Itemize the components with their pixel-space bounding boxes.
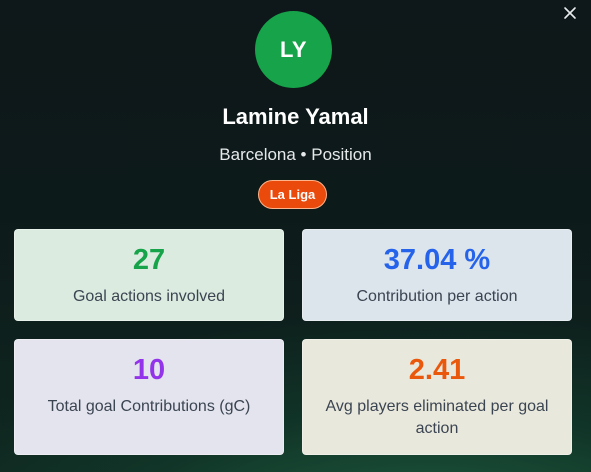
player-subtitle: Barcelona • Position xyxy=(219,145,372,164)
stat-value: 27 xyxy=(132,244,166,276)
player-name: Lamine Yamal xyxy=(222,104,369,129)
stat-card-goal-actions: 27 Goal actions involved xyxy=(14,229,284,321)
stat-card-total-goal-contributions: 10 Total goal Contributions (gC) xyxy=(14,339,284,455)
league-badge-label: La Liga xyxy=(269,187,316,202)
stat-label: Contribution per action xyxy=(356,288,518,305)
close-icon xyxy=(564,7,576,19)
stat-card-contribution-per-action: 37.04 % Contribution per action xyxy=(302,229,572,321)
stat-label: Avg players eliminated per goal action xyxy=(325,398,549,437)
stat-value: 2.41 xyxy=(408,354,466,386)
league-badge: La Liga xyxy=(258,180,327,209)
stat-value: 37.04 % xyxy=(383,244,491,276)
stat-value: 10 xyxy=(132,354,166,386)
stat-card-avg-players-eliminated: 2.41 Avg players eliminated per goal act… xyxy=(302,339,572,455)
stat-label: Goal actions involved xyxy=(72,288,226,305)
avatar-initials: LY xyxy=(279,36,308,62)
stat-label: Total goal Contributions (gC) xyxy=(47,398,251,415)
close-button[interactable] xyxy=(559,2,581,24)
avatar: LY xyxy=(255,11,332,88)
